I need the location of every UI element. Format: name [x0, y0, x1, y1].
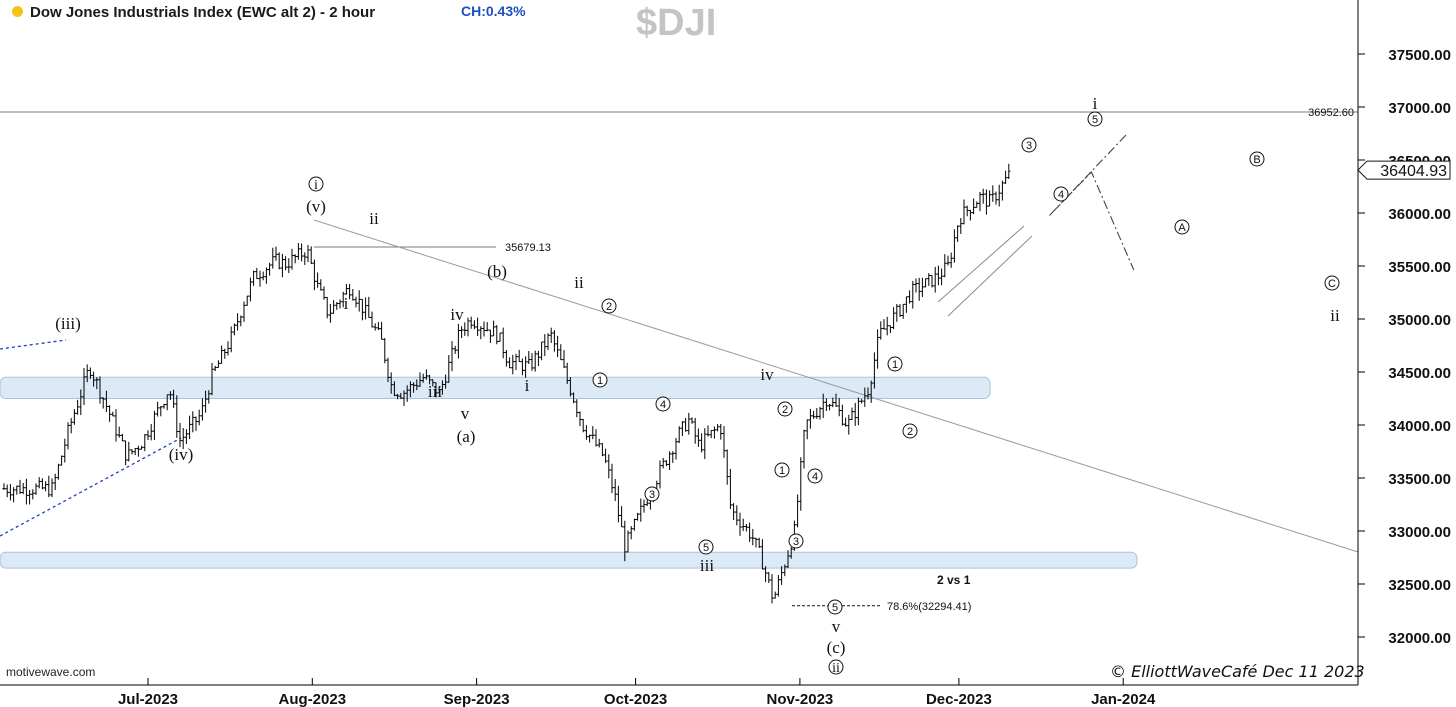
x-tick-label: Aug-2023: [279, 691, 347, 707]
y-tick-label: 35500.00: [1388, 259, 1451, 276]
wave-circle: [655, 396, 671, 412]
status-dot-icon: [12, 6, 23, 17]
wave-label: v: [461, 404, 470, 423]
wave-circle: [774, 462, 790, 478]
y-tick-label: 34500.00: [1388, 365, 1451, 382]
wave-label: iii: [428, 382, 442, 401]
symbol-watermark: $DJI: [636, 2, 717, 44]
wave-circle: [827, 599, 843, 615]
wave-label: 2: [782, 404, 788, 416]
y-tick-label: 32000.00: [1388, 630, 1451, 647]
y-tick-label: 33000.00: [1388, 524, 1451, 541]
wave-label: 1: [597, 375, 603, 387]
wave-label: 4: [812, 471, 818, 483]
wave-label: 4: [660, 399, 666, 411]
x-tick-label: Oct-2023: [604, 691, 667, 707]
source-credit: motivewave.com: [6, 665, 96, 679]
wave-circle: [601, 298, 617, 314]
channel-line: [947, 235, 1033, 317]
y-tick-label: 35000.00: [1388, 312, 1451, 329]
y-tick-label: 37000.00: [1388, 100, 1451, 117]
wave-label: (c): [827, 638, 846, 657]
wave-label: iii: [700, 556, 714, 575]
wave-label: B: [1253, 154, 1260, 166]
channel-line: [937, 225, 1025, 303]
wave-label: 5: [703, 542, 709, 554]
wave-circle: [788, 533, 804, 549]
channel-line: [0, 339, 67, 350]
wave-label: i: [344, 294, 349, 313]
x-tick-label: Nov-2023: [767, 691, 834, 707]
wave-circle: [828, 659, 844, 675]
wave-label: 4: [1058, 189, 1064, 201]
wave-label: 2: [606, 301, 612, 313]
x-tick-label: Sep-2023: [444, 691, 510, 707]
x-tick-label: Jan-2024: [1091, 691, 1156, 707]
support-zone: [0, 551, 1138, 569]
wave-circle: [308, 176, 324, 192]
wave-label: 5: [832, 602, 838, 614]
x-tick-label: Dec-2023: [926, 691, 992, 707]
wave-label: A: [1178, 222, 1186, 234]
copyright-text: ElliottWaveCafé Dec 11 2023: [1131, 662, 1365, 681]
y-tick-label: 33500.00: [1388, 471, 1451, 488]
y-tick-label: 32500.00: [1388, 577, 1451, 594]
wave-circle: [1087, 111, 1103, 127]
wave-label: i: [525, 376, 530, 395]
wave-circle: [887, 356, 903, 372]
wave-label: 1: [892, 359, 898, 371]
wave-label: 5: [1092, 114, 1098, 126]
wave-circle: [592, 372, 608, 388]
wave-circle: [902, 423, 918, 439]
wave-circle: [1053, 186, 1069, 202]
wave-circle: [807, 468, 823, 484]
wave-circle: [1021, 137, 1037, 153]
wave-label: 3: [793, 536, 799, 548]
wave-label: v: [832, 617, 841, 636]
wave-circle: [777, 401, 793, 417]
downtrend-line: [313, 219, 1359, 553]
level-label: 35679.13: [505, 242, 551, 254]
wave-label: (a): [457, 427, 476, 446]
wave-label: (b): [487, 262, 507, 281]
wave-label: 2: [907, 426, 913, 438]
wave-label: iv: [450, 305, 464, 324]
support-zone: [0, 376, 991, 399]
wave-circle: [1174, 219, 1190, 235]
wave-label: (iii): [55, 314, 81, 333]
fib-label: 78.6%(32294.41): [887, 601, 971, 613]
wave-label: 1: [779, 465, 785, 477]
change-readout: CH:0.43%: [461, 3, 526, 19]
wave-label: ii: [1330, 306, 1340, 325]
y-tick-label: 36000.00: [1388, 206, 1451, 223]
wave-label: 3: [1026, 140, 1032, 152]
wave-label: i: [1093, 94, 1098, 113]
wave-label: i: [314, 178, 318, 193]
last-price-label: 36404.93: [1380, 163, 1447, 180]
channel-line: [0, 437, 182, 537]
wave-label: ii: [369, 209, 379, 228]
wave-circle: [644, 486, 660, 502]
wave-circle: [698, 539, 714, 555]
x-tick-label: Jul-2023: [118, 691, 178, 707]
level-label: 36952.60: [1308, 107, 1354, 119]
wave-circle: [1324, 275, 1340, 291]
wave-label: ii: [832, 661, 840, 676]
last-price-tag: [1357, 160, 1451, 180]
wave-label: iv: [760, 365, 774, 384]
wave-label: C: [1328, 278, 1336, 290]
chart-title: Dow Jones Industrials Index (EWC alt 2) …: [30, 4, 376, 21]
copyright-note: © ElliottWaveCafé Dec 11 2023: [1110, 662, 1365, 681]
wave-label: (v): [306, 197, 326, 216]
y-tick-label: 37500.00: [1388, 47, 1451, 64]
wave-label: ii: [574, 273, 584, 292]
projection-path: [1048, 134, 1135, 271]
wave-label: (iv): [169, 445, 194, 464]
fib-note: 2 vs 1: [937, 573, 971, 587]
wave-label: 3: [649, 489, 655, 501]
wave-circle: [1249, 151, 1265, 167]
y-tick-label: 34000.00: [1388, 418, 1451, 435]
